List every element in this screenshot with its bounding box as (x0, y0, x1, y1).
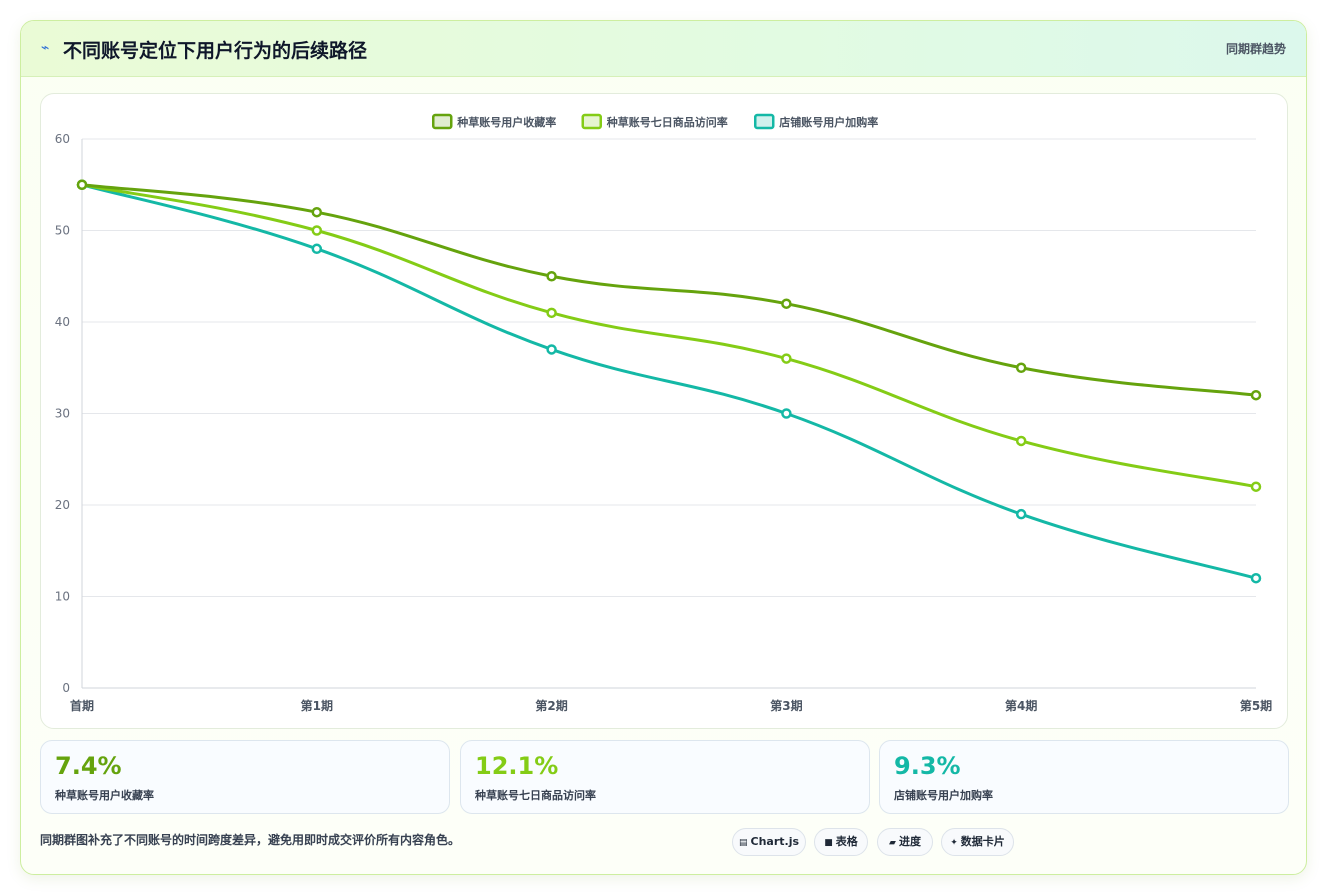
pill-label: Chart.js (750, 835, 800, 848)
y-tick-label: 50 (55, 224, 70, 238)
footer-note: 同期群图补充了不同账号的时间跨度差异，避免用即时成交评价所有内容角色。 (40, 833, 461, 847)
sparkle-icon: ✦ (950, 838, 958, 848)
card-header: ⌁ 不同账号定位下用户行为的后续路径 同期群趋势 (21, 21, 1306, 77)
pill-data-card[interactable]: ✦ 数据卡片 (941, 828, 1014, 856)
page-title: 不同账号定位下用户行为的后续路径 (63, 40, 368, 62)
stat-card-3: 9.3% 店铺账号用户加购率 (879, 740, 1289, 814)
data-point (546, 271, 557, 282)
pill-label: 进度 (898, 835, 921, 848)
header-tag: 同期群趋势 (1225, 42, 1286, 56)
stat-card-2: 12.1% 种草账号七日商品访问率 (460, 740, 870, 814)
legend-swatch (754, 113, 775, 130)
data-point (1250, 572, 1262, 584)
legend-swatch (581, 113, 602, 130)
series-line-2 (81, 183, 1257, 489)
pill-label: 表格 (835, 835, 858, 848)
data-point (781, 353, 792, 364)
x-tick-label: 第3期 (770, 698, 802, 713)
data-point (1250, 389, 1262, 401)
y-tick-label: 0 (62, 681, 70, 695)
y-tick-label: 20 (55, 498, 70, 512)
chart-card: ⌁ 不同账号定位下用户行为的后续路径 同期群趋势 0 10 20 30 40 50 60 首期… (20, 20, 1307, 875)
line-chart: 0 10 20 30 40 50 60 首期 第1期 第2期 第3期 第4期 第5期 种草账号用户收藏率 种… (55, 113, 1272, 713)
table-icon: ■ (824, 838, 833, 848)
stat-value: 7.4% (55, 752, 122, 780)
data-point (781, 298, 792, 309)
pill-label: 数据卡片 (960, 835, 1005, 848)
chart-container: 0 10 20 30 40 50 60 首期 第1期 第2期 第3期 第4期 第5期 种草账号用户收藏率 种… (40, 93, 1288, 729)
pill-table[interactable]: ■ 表格 (814, 828, 868, 856)
x-tick-label: 第1期 (301, 698, 333, 713)
lightning-icon: ⌁ (41, 40, 50, 56)
legend-label: 种草账号用户收藏率 (456, 115, 556, 129)
y-tick-label: 30 (55, 407, 70, 421)
data-point (781, 408, 792, 419)
series-line-1 (81, 183, 1257, 397)
data-point (1015, 508, 1027, 520)
data-point (311, 225, 323, 236)
pill-progress[interactable]: ▰ 进度 (877, 828, 933, 856)
stat-value: 12.1% (475, 752, 559, 780)
pill-chartjs[interactable]: ▤ Chart.js (732, 828, 806, 856)
series-line-3 (81, 183, 1257, 580)
data-point (1015, 435, 1027, 447)
y-tick-label: 60 (55, 132, 70, 146)
data-point (1250, 481, 1262, 492)
stat-label: 种草账号用户收藏率 (55, 789, 154, 802)
x-tick-label: 首期 (70, 698, 94, 713)
legend-label: 种草账号七日商品访问率 (606, 115, 728, 129)
legend-swatch (432, 113, 453, 130)
y-tick-label: 10 (55, 590, 70, 604)
data-point (311, 206, 323, 218)
stat-label: 店铺账号用户加购率 (894, 789, 993, 802)
data-point (311, 243, 323, 255)
x-tick-label: 第5期 (1240, 698, 1272, 713)
stat-label: 种草账号七日商品访问率 (475, 789, 596, 802)
data-point (546, 344, 557, 355)
stat-value: 9.3% (894, 752, 961, 780)
y-tick-label: 40 (55, 315, 70, 329)
progress-icon: ▰ (889, 838, 896, 848)
stat-card-1: 7.4% 种草账号用户收藏率 (40, 740, 450, 814)
chart-icon: ▤ (738, 838, 748, 848)
data-point (76, 179, 88, 190)
data-point (546, 307, 557, 319)
x-tick-label: 第4期 (1005, 698, 1037, 713)
x-tick-label: 第2期 (535, 698, 567, 713)
legend-label: 店铺账号用户加购率 (779, 115, 878, 129)
data-point (1015, 362, 1027, 373)
